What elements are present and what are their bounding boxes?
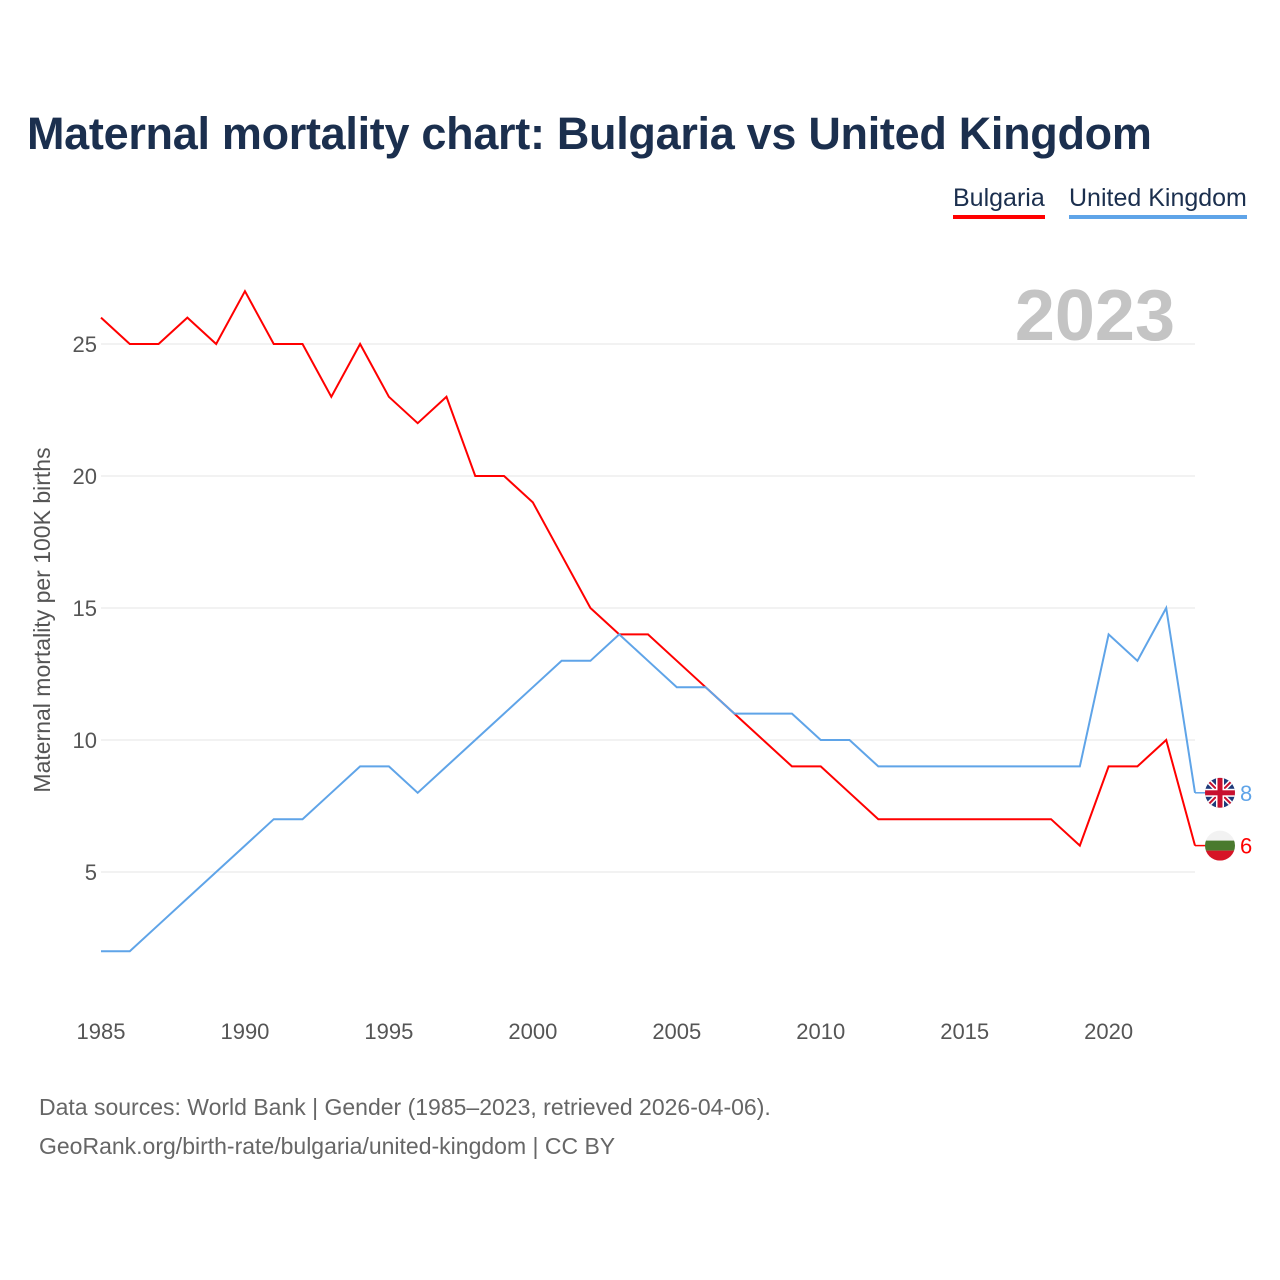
uk-flag-icon xyxy=(1205,777,1235,808)
end-value-label: 8 xyxy=(1240,781,1252,806)
series-line-united-kingdom xyxy=(101,604,1196,953)
x-tick-label: 1995 xyxy=(364,1019,413,1044)
y-axis-label: Maternal mortality per 100K births xyxy=(29,447,55,792)
x-tick-label: 1985 xyxy=(77,1019,126,1044)
legend-united-kingdom[interactable]: United Kingdom xyxy=(1069,184,1247,219)
end-value-label: 6 xyxy=(1240,834,1252,859)
footer: Data sources: World Bank | Gender (1985–… xyxy=(39,1088,771,1166)
y-tick-label: 20 xyxy=(73,464,97,489)
legend-bulgaria[interactable]: Bulgaria xyxy=(953,184,1045,219)
y-tick-label: 5 xyxy=(85,860,97,885)
x-tick-label: 2005 xyxy=(652,1019,701,1044)
footer-url: GeoRank.org/birth-rate/bulgaria/united-k… xyxy=(39,1133,616,1159)
y-tick-label: 15 xyxy=(73,596,97,621)
year-watermark: 2023 xyxy=(1015,276,1175,356)
x-tick-label: 2000 xyxy=(508,1019,557,1044)
x-tick-label: 2015 xyxy=(940,1019,989,1044)
bulgaria-flag-icon xyxy=(1205,830,1235,861)
x-tick-label: 2020 xyxy=(1084,1019,1133,1044)
x-tick-label: 1990 xyxy=(220,1019,269,1044)
footer-sources: Data sources: World Bank | Gender (1985–… xyxy=(39,1094,771,1120)
chart-title: Maternal mortality chart: Bulgaria vs Un… xyxy=(27,108,1152,159)
y-tick-label: 10 xyxy=(73,728,97,753)
series-line-bulgaria xyxy=(100,289,1196,848)
x-tick-label: 2010 xyxy=(796,1019,845,1044)
y-tick-label: 25 xyxy=(73,332,97,357)
